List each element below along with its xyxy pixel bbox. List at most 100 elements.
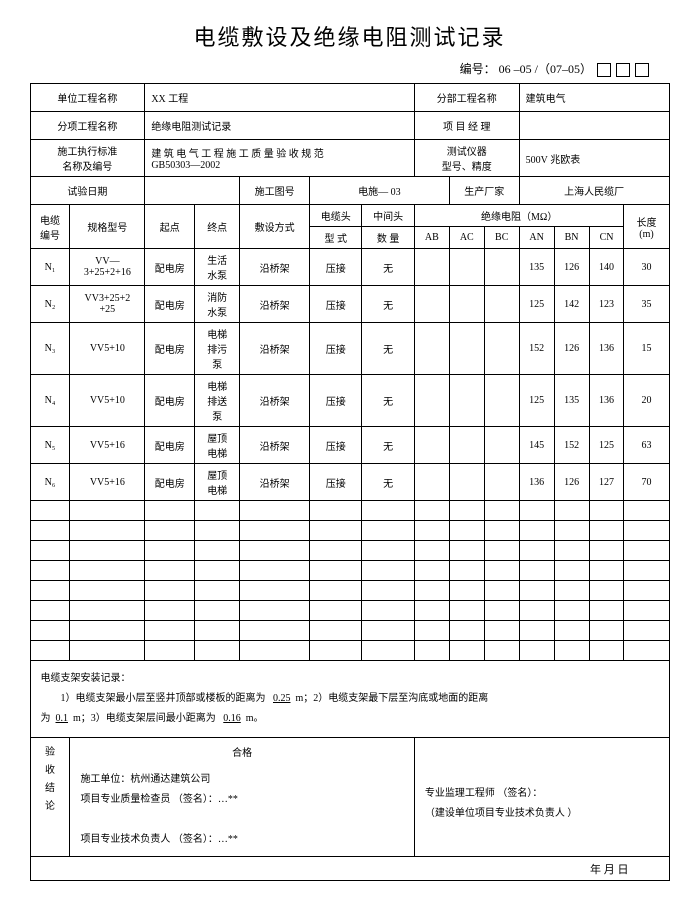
cell: 压接 — [310, 464, 362, 501]
std-value: 建 筑 电 气 工 程 施 工 质 量 验 收 规 范 GB50303—2002 — [145, 140, 415, 177]
cell — [310, 621, 362, 641]
cell — [414, 581, 449, 601]
cell — [240, 521, 310, 541]
pass-text: 合格 — [80, 744, 403, 770]
table-row — [30, 621, 669, 641]
cell — [449, 323, 484, 375]
cell — [484, 621, 519, 641]
cell — [362, 641, 414, 661]
cell: 20 — [624, 375, 669, 427]
cell — [70, 541, 145, 561]
cell: 136 — [589, 375, 624, 427]
cell — [484, 286, 519, 323]
table-row: N₆VV5+16配电房屋顶 电梯沿桥架压接无13612612770 — [30, 464, 669, 501]
cell — [484, 641, 519, 661]
cell — [519, 621, 554, 641]
cell — [310, 641, 362, 661]
cell — [414, 621, 449, 641]
cell — [484, 601, 519, 621]
cell: 沿桥架 — [240, 286, 310, 323]
cell: VV5+10 — [70, 375, 145, 427]
table-row: N₁VV— 3+25+2+16配电房生活 水泵沿桥架压接无13512614030 — [30, 249, 669, 286]
cell: VV3+25+2 +25 — [70, 286, 145, 323]
cell: N₁ — [30, 249, 70, 286]
cell — [554, 561, 589, 581]
cell — [195, 601, 240, 621]
doc-number: 编号： 06 –05 /（07–05） — [20, 60, 679, 77]
cell — [519, 601, 554, 621]
instr-value: 500V 兆欧表 — [519, 140, 669, 177]
cell — [414, 501, 449, 521]
cell: 沿桥架 — [240, 464, 310, 501]
cell: 30 — [624, 249, 669, 286]
cell: 135 — [519, 249, 554, 286]
cell: 沿桥架 — [240, 323, 310, 375]
cell — [449, 601, 484, 621]
cell: 无 — [362, 464, 414, 501]
cell: 136 — [519, 464, 554, 501]
cell: 沿桥架 — [240, 427, 310, 464]
cell: 无 — [362, 427, 414, 464]
cell: 无 — [362, 323, 414, 375]
cell — [624, 501, 669, 521]
col-ac: AC — [449, 227, 484, 249]
sub-project-label: 分部工程名称 — [414, 84, 519, 112]
col-bn: BN — [554, 227, 589, 249]
cell — [310, 501, 362, 521]
std-label: 施工执行标准 名称及编号 — [30, 140, 145, 177]
cell — [484, 561, 519, 581]
test-date-value — [145, 177, 240, 205]
cell — [195, 501, 240, 521]
col-type: 型 式 — [310, 227, 362, 249]
cell: 电梯 排送 泵 — [195, 375, 240, 427]
col-start: 起点 — [145, 205, 195, 249]
mfr-value: 上海人民缆厂 — [519, 177, 669, 205]
cell — [449, 464, 484, 501]
cell: N₃ — [30, 323, 70, 375]
cell — [362, 621, 414, 641]
cell — [414, 375, 449, 427]
cell — [414, 323, 449, 375]
col-cable-no: 电缆 编号 — [30, 205, 70, 249]
cell — [145, 521, 195, 541]
cell: 无 — [362, 286, 414, 323]
table-row — [30, 581, 669, 601]
cell — [240, 601, 310, 621]
cell — [70, 561, 145, 581]
cell — [145, 561, 195, 581]
page-title: 电缆敷设及绝缘电阻测试记录 — [20, 20, 679, 52]
checkbox-3 — [635, 63, 649, 77]
footer-left: 合格 施工单位：杭州通达建筑公司 项目专业质量检查员 （签名）：…** 项目专业… — [70, 738, 414, 857]
col-bc: BC — [484, 227, 519, 249]
cell — [145, 621, 195, 641]
cell — [484, 581, 519, 601]
cell: N₆ — [30, 464, 70, 501]
cell — [519, 541, 554, 561]
cell: 压接 — [310, 427, 362, 464]
table-row — [30, 501, 669, 521]
cell — [195, 621, 240, 641]
cell — [624, 601, 669, 621]
unit-project-label: 单位工程名称 — [30, 84, 145, 112]
cell — [414, 464, 449, 501]
checkbox-2 — [616, 63, 630, 77]
cell — [624, 621, 669, 641]
pm-value — [519, 112, 669, 140]
cell — [589, 621, 624, 641]
notes-2c: m。 — [246, 713, 264, 724]
cell — [589, 641, 624, 661]
cell: 63 — [624, 427, 669, 464]
cell — [624, 521, 669, 541]
cell: 140 — [589, 249, 624, 286]
cell — [449, 375, 484, 427]
col-ins-res: 绝缘电阻（MΩ） — [414, 205, 624, 227]
cell — [30, 521, 70, 541]
cell: 70 — [624, 464, 669, 501]
table-row — [30, 641, 669, 661]
cell: 152 — [519, 323, 554, 375]
mfr-label: 生产厂家 — [449, 177, 519, 205]
cell — [30, 561, 70, 581]
table-row — [30, 521, 669, 541]
notes-1b: m；2）电缆支架最下层至沟底或地面的距离 — [296, 693, 489, 704]
cell — [624, 641, 669, 661]
